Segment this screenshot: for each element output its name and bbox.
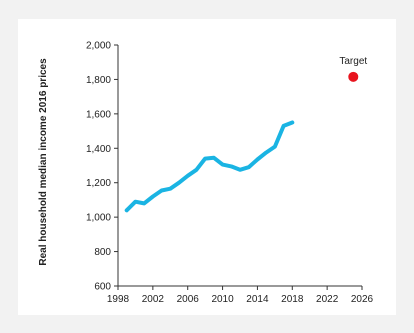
x-tick-label: 2022 [316,294,339,305]
chart-frame [18,19,396,315]
y-tick-label: 1,600 [86,109,111,120]
x-tick-label: 1998 [107,294,130,305]
target-label: Target [339,56,367,67]
y-tick-label: 800 [94,247,111,258]
x-tick-label: 2026 [351,294,374,305]
y-axis-label: Real household median income 2016 prices [38,58,49,266]
x-tick-label: 2018 [281,294,304,305]
y-tick-label: 1,200 [86,178,111,189]
x-tick-label: 2010 [211,294,234,305]
y-tick-label: 1,800 [86,75,111,86]
x-tick-label: 2014 [246,294,269,305]
y-tick-label: 2,000 [86,41,111,52]
target-point [348,71,359,82]
income-series-line [124,120,295,213]
x-tick-label: 2002 [142,294,165,305]
x-tick-label: 2006 [177,294,200,305]
y-tick-label: 1,000 [86,213,111,224]
y-tick-label: 1,400 [86,144,111,155]
y-tick-label: 600 [94,282,111,293]
